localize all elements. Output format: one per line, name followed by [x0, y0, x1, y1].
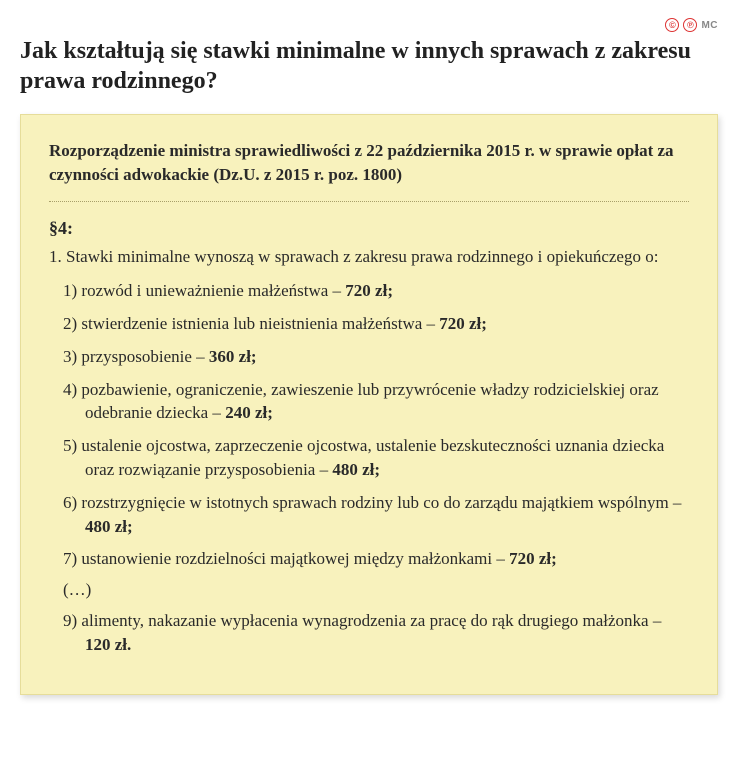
list-item: 9) alimenty, nakazanie wypłacenia wynagr…: [63, 609, 689, 657]
list-item: 2) stwierdzenie istnienia lub nieistnien…: [63, 312, 689, 336]
phonogram-badge: ℗: [683, 18, 697, 32]
item-text: stwierdzenie istnienia lub nieistnienia …: [81, 314, 435, 333]
item-text: ustanowienie rozdzielności majątkowej mi…: [81, 549, 504, 568]
item-text: rozwód i unieważnienie małżeństwa –: [81, 281, 341, 300]
ellipsis: (…): [63, 580, 689, 600]
item-num: 4): [63, 380, 77, 399]
item-text: rozstrzygnięcie w istotnych sprawach rod…: [81, 493, 681, 512]
item-amount: 720 zł;: [509, 549, 557, 568]
list-item: 1) rozwód i unieważnienie małżeństwa – 7…: [63, 279, 689, 303]
list-item: 6) rozstrzygnięcie w istotnych sprawach …: [63, 491, 689, 539]
item-text: przysposobienie –: [81, 347, 204, 366]
item-amount: 720 zł;: [439, 314, 487, 333]
item-amount: 480 zł;: [85, 517, 133, 536]
item-amount: 720 zł;: [345, 281, 393, 300]
item-amount: 360 zł;: [209, 347, 257, 366]
regulation-card: Rozporządzenie ministra sprawiedliwości …: [20, 114, 718, 695]
list-item: 3) przysposobienie – 360 zł;: [63, 345, 689, 369]
page-title: Jak kształtują się stawki minimalne w in…: [20, 36, 718, 96]
source-label: MC: [701, 20, 718, 31]
item-num: 6): [63, 493, 77, 512]
separator: [49, 201, 689, 202]
item-text: pozbawienie, ograniczenie, zawieszenie l…: [81, 380, 658, 423]
list-item: 5) ustalenie ojcostwa, zaprzeczenie ojco…: [63, 434, 689, 482]
item-num: 9): [63, 611, 77, 630]
intro-text: 1. Stawki minimalne wynoszą w sprawach z…: [49, 245, 689, 270]
items-list: 1) rozwód i unieważnienie małżeństwa – 7…: [49, 279, 689, 571]
item-amount: 240 zł;: [225, 403, 273, 422]
item-amount: 480 zł;: [332, 460, 380, 479]
items-list-tail: 9) alimenty, nakazanie wypłacenia wynagr…: [49, 609, 689, 657]
item-num: 3): [63, 347, 77, 366]
copyright-badge: ©: [665, 18, 679, 32]
regulation-heading: Rozporządzenie ministra sprawiedliwości …: [49, 139, 689, 187]
item-num: 5): [63, 436, 77, 455]
item-text: alimenty, nakazanie wypłacenia wynagrodz…: [81, 611, 661, 630]
item-num: 7): [63, 549, 77, 568]
item-amount: 120 zł.: [85, 635, 131, 654]
list-item: 4) pozbawienie, ograniczenie, zawieszeni…: [63, 378, 689, 426]
meta-row: © ℗ MC: [20, 18, 718, 32]
item-num: 2): [63, 314, 77, 333]
item-num: 1): [63, 281, 77, 300]
section-number: §4:: [49, 218, 689, 239]
list-item: 7) ustanowienie rozdzielności majątkowej…: [63, 547, 689, 571]
